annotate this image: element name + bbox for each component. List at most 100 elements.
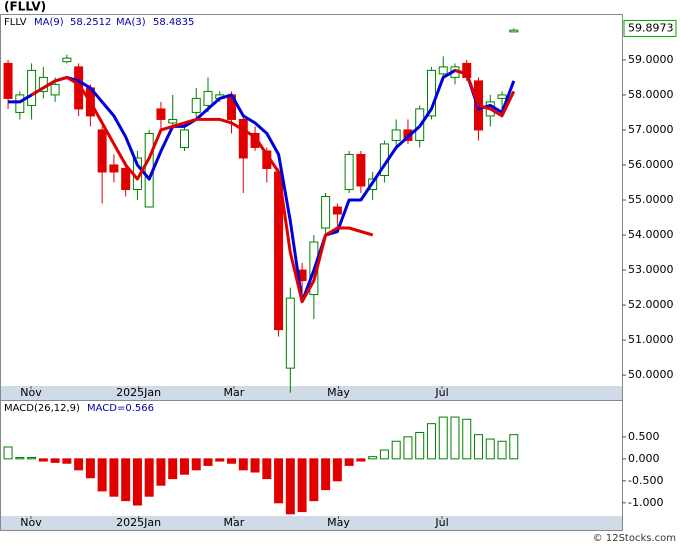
macd-bar [274,458,284,504]
macd-bar [415,431,425,460]
candle-body [168,118,178,124]
macd-bar [156,458,166,486]
macd-bar [109,458,119,497]
macd-bar [144,458,154,497]
macd-bar [262,458,272,480]
macd-bar [321,458,331,491]
legend-value: 58.2512 [70,17,111,28]
candle-body [238,118,248,159]
candle-body [15,94,25,113]
macd-bar [450,416,460,460]
candle-body [27,69,37,106]
candle-body [179,129,189,148]
macd-bar [309,458,319,502]
macd-bar [97,458,107,492]
macd-bar [3,446,13,460]
y-tick-label: 57.0000 [628,123,674,136]
candle-body [121,167,131,190]
footer: © 12Stocks.com [593,533,676,544]
macd-bar [62,458,72,464]
x-tick-label: Jul [434,386,448,399]
macd-name: MACD(26,12,9) [4,403,80,414]
candle-body [509,29,519,33]
macd-bar [215,458,225,462]
macd-bar [285,458,295,515]
legend-entry: MA(9) [34,17,64,28]
macd-bar [15,457,25,460]
candle-body [62,57,72,63]
x-tick-label: 2025Jan [116,516,161,529]
y-tick-label: 52.0000 [628,298,674,311]
y-tick-label: 0.500 [628,430,660,443]
x-tick-label: Mar [223,516,244,529]
x-tick-label: Jul [434,516,448,529]
y-tick-label: 50.0000 [628,368,674,381]
x-tick-label: Nov [20,516,42,529]
legend-entry: MA(3) [116,17,146,28]
macd-bar [191,458,201,471]
macd-bar [497,440,507,460]
x-tick-label: Mar [223,386,244,399]
candle-body [109,164,119,173]
y-tick-label: -0.500 [628,474,663,487]
macd-bar [391,440,401,460]
macd-bar [250,458,260,473]
y-tick-label: 53.0000 [628,263,674,276]
candle-body [391,129,401,141]
candle-body [191,97,201,113]
candle-body [332,206,342,215]
candle-body [497,94,507,99]
macd-bar [168,458,178,480]
macd-bar [38,458,48,462]
macd-bar [485,438,495,460]
legend-value: 58.4835 [153,17,194,28]
y-tick-label: 58.0000 [628,88,674,101]
candle-body [285,297,295,369]
macd-bar [203,458,213,466]
macd-bar [121,458,131,502]
macd-bar [438,416,448,460]
candle-body [321,195,331,229]
y-tick-label: 54.0000 [628,228,674,241]
macd-reading: MACD=0.566 [87,403,154,414]
macd-bar [85,458,95,479]
x-axis-band [1,516,622,530]
chart-title: (FLLV) [4,0,46,14]
macd-panel-frame [0,400,623,531]
ma-line [8,68,516,304]
x-tick-label: Nov [20,386,42,399]
macd-bar [74,458,84,471]
candle-body [356,153,366,187]
candle-body [156,108,166,120]
macd-bar [426,423,436,460]
candle-body [3,62,13,99]
macd-bar [50,458,60,463]
macd-bar [297,458,307,513]
macd-bar [332,458,342,482]
x-tick-label: May [327,386,350,399]
macd-bar [132,458,142,506]
macd-bar [403,436,413,460]
macd-bar [227,458,237,464]
macd-bar [27,457,37,460]
macd-bar [238,458,248,471]
macd-bar [474,434,484,460]
price-box [623,19,677,37]
candle-body [426,69,436,117]
macd-bar [509,434,519,460]
y-tick-label: 59.0000 [628,53,674,66]
macd-bar [462,418,472,460]
macd-bar [356,458,366,462]
y-tick-label: -1.000 [628,496,663,509]
x-axis-band [1,386,622,400]
x-tick-label: 2025Jan [116,386,161,399]
last-price: 59.8973 [628,21,674,34]
candle-body [344,153,354,190]
legend-symbol: FLLV [4,17,27,28]
y-tick-label: 0.000 [628,452,660,465]
y-tick-label: 56.0000 [628,158,674,171]
macd-bar [344,458,354,466]
y-tick-label: 51.0000 [628,333,674,346]
candle-body [438,66,448,75]
